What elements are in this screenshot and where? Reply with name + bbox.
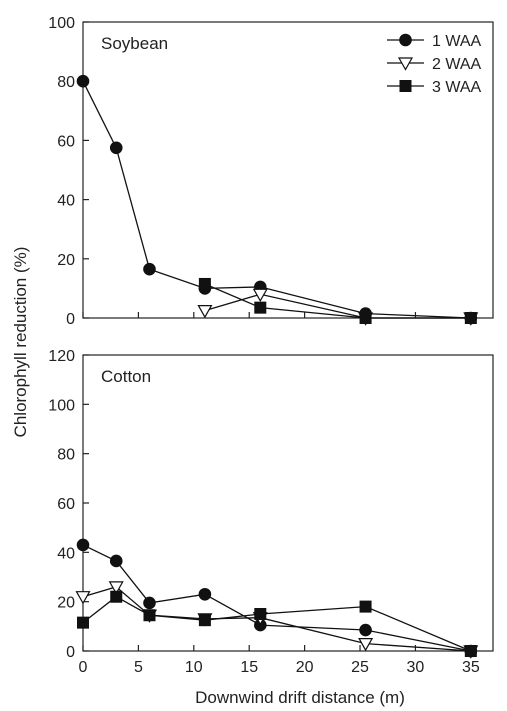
legend: 1 WAA 2 WAA 3 WAA — [387, 33, 482, 96]
data-point — [464, 312, 477, 324]
data-point — [359, 312, 372, 324]
x-axis-title: Downwind drift distance (m) — [195, 688, 405, 707]
data-point — [358, 637, 374, 652]
series-line — [82, 80, 471, 319]
panel-title: Cotton — [101, 367, 151, 386]
data-point — [197, 305, 213, 319]
data-point — [198, 614, 211, 627]
data-point — [252, 288, 268, 303]
x-tick-label: 0 — [79, 659, 88, 676]
data-point — [464, 645, 477, 657]
data-point — [143, 596, 156, 610]
data-point — [143, 609, 156, 622]
panel-title: Soybean — [101, 34, 168, 53]
y-tick-label: 60 — [57, 496, 75, 513]
data-point — [75, 591, 91, 605]
x-tick-label: 15 — [240, 659, 258, 676]
data-point — [110, 590, 123, 603]
y-tick-label: 40 — [57, 193, 75, 210]
x-tick-label: 10 — [185, 659, 203, 676]
y-tick-label: 80 — [57, 74, 75, 91]
series-2-waa — [75, 581, 479, 659]
y-tick-label: 40 — [57, 545, 75, 562]
data-point — [254, 608, 267, 620]
data-point — [76, 74, 90, 88]
x-tick-label: 25 — [351, 659, 369, 676]
series-line — [82, 544, 471, 652]
legend-marker — [399, 33, 412, 47]
soybean-panel: 0 20 40 60 80 100 Soybean 1 WAA 2 WAA 3 WAA — [48, 15, 494, 328]
series-3-waa — [77, 590, 477, 657]
legend-label: 2 WAA — [432, 56, 482, 73]
data-point — [254, 301, 267, 314]
y-tick-label: 100 — [48, 15, 75, 32]
series-line — [204, 283, 471, 319]
y-tick-label: 100 — [48, 397, 75, 414]
data-point — [143, 262, 156, 276]
data-point — [198, 277, 211, 290]
y-tick-label: 0 — [66, 311, 75, 328]
cotton-panel: 0 20 40 60 80 100 120 0 5 10 15 20 25 30 35 Cotton — [48, 348, 494, 676]
legend-marker — [397, 57, 414, 71]
y-tick-label: 0 — [66, 644, 75, 661]
y-tick-label: 20 — [57, 595, 75, 612]
data-point — [76, 538, 90, 552]
series-1-waa — [76, 538, 478, 658]
x-tick-label: 5 — [134, 659, 143, 676]
series-line — [82, 595, 472, 652]
series-3-waa — [198, 277, 477, 324]
legend-label: 3 WAA — [432, 79, 482, 96]
y-tick-label: 60 — [57, 133, 75, 150]
data-point — [109, 554, 123, 568]
x-tick-label: 20 — [296, 659, 314, 676]
data-point — [108, 581, 124, 595]
y-tick-label: 120 — [48, 348, 75, 365]
series-line — [82, 586, 471, 652]
y-tick-label: 80 — [57, 447, 75, 464]
y-tick-label: 20 — [57, 252, 75, 269]
x-tick-label: 35 — [462, 659, 480, 676]
data-point — [77, 616, 89, 629]
x-tick-label: 30 — [407, 659, 425, 676]
data-point — [359, 623, 372, 637]
plot-frame — [82, 21, 494, 319]
data-point — [198, 587, 212, 601]
series-1-waa — [76, 74, 478, 325]
legend-label: 1 WAA — [432, 33, 482, 50]
y-axis-title: Chlorophyll reduction (%) — [11, 247, 30, 438]
data-point — [109, 141, 123, 155]
legend-marker — [399, 80, 412, 92]
data-point — [359, 600, 372, 613]
